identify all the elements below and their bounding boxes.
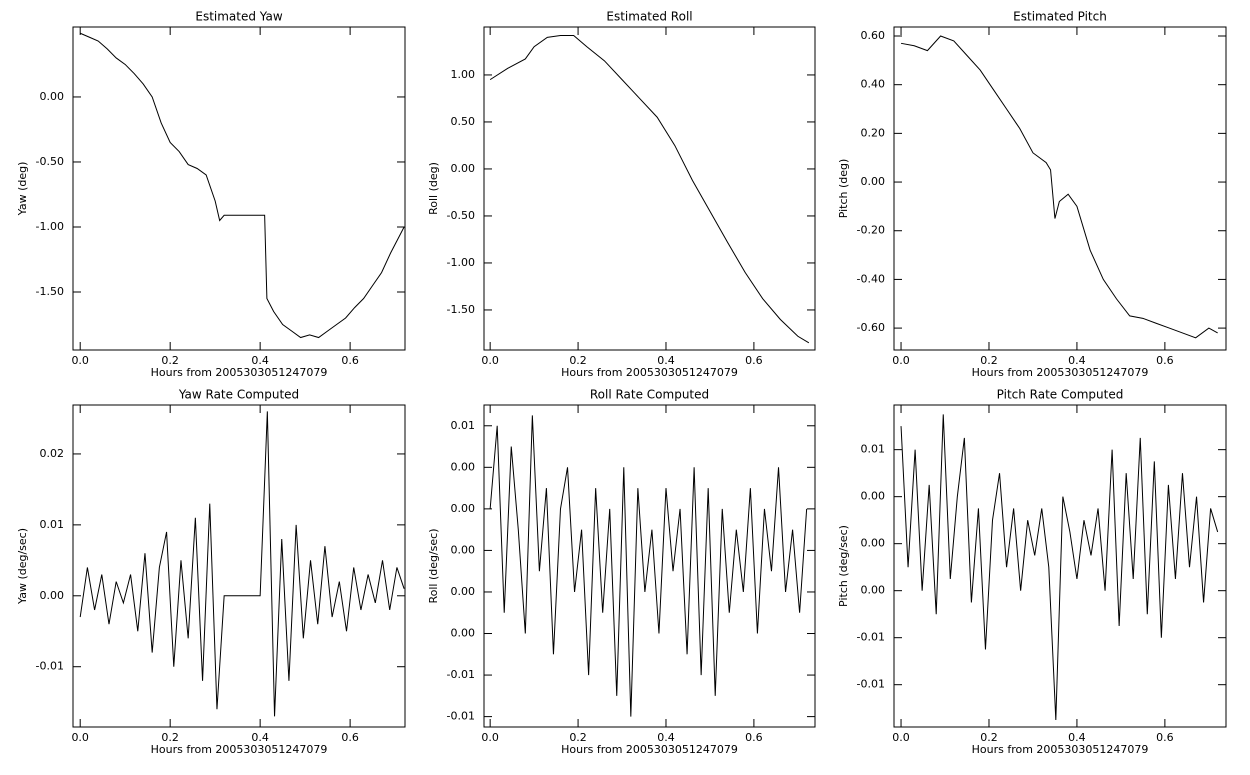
y-axis-label: Yaw (deg) — [16, 162, 29, 217]
plot-frame — [72, 26, 406, 351]
x-tick-label: 0.6 — [1156, 731, 1174, 744]
x-axis-label: Hours from 2005303051247079 — [151, 743, 328, 756]
y-axis-label: Pitch (deg/sec) — [837, 525, 850, 607]
x-tick-label: 0.6 — [341, 354, 359, 367]
y-tick-label: 0.00 — [451, 162, 476, 175]
y-tick-label: 0.00 — [40, 90, 65, 103]
y-axis-label: Pitch (deg) — [837, 159, 850, 219]
data-line — [489, 34, 810, 344]
plot-frame — [72, 404, 406, 728]
x-tick-label: 0.2 — [980, 731, 998, 744]
y-tick-label: 0.02 — [40, 447, 65, 460]
y-axis-label: Yaw (deg/sec) — [16, 528, 29, 605]
y-tick-label: 0.20 — [861, 126, 886, 139]
panel: Roll Rate Computed Hours from 20053030512… — [427, 388, 816, 756]
y-tick-label: 0.00 — [861, 584, 886, 597]
x-axis-label: Hours from 2005303051247079 — [972, 743, 1149, 756]
x-tick-label: 0.2 — [980, 354, 998, 367]
y-tick-label: 0.50 — [451, 115, 476, 128]
y-tick-label: 0.00 — [451, 502, 476, 515]
y-tick-label: 1.00 — [451, 68, 476, 81]
y-tick-label: 0.00 — [451, 585, 476, 598]
panel: Estimated Pitch Hours from 20053030512470… — [837, 10, 1227, 379]
x-tick-label: 0.2 — [569, 354, 587, 367]
x-axis-label: Hours from 2005303051247079 — [151, 366, 328, 379]
plot-frame — [893, 26, 1227, 351]
plot-frame — [483, 404, 816, 728]
y-tick-label: -0.50 — [36, 155, 64, 168]
plot-frame — [483, 26, 816, 351]
x-tick-label: 0.6 — [1156, 354, 1174, 367]
y-tick-label: 0.00 — [451, 543, 476, 556]
x-tick-label: 0.0 — [892, 354, 910, 367]
y-tick-label: -0.20 — [857, 224, 885, 237]
y-tick-label: -0.01 — [857, 678, 885, 691]
y-tick-label: 0.01 — [40, 518, 65, 531]
panel-title: Pitch Rate Computed — [997, 388, 1124, 402]
y-tick-label: 0.00 — [40, 589, 65, 602]
x-tick-label: 0.4 — [1068, 354, 1086, 367]
y-tick-label: -0.50 — [447, 209, 475, 222]
x-tick-label: 0.4 — [1068, 731, 1086, 744]
y-axis-label: Roll (deg/sec) — [427, 528, 440, 603]
data-line — [79, 411, 405, 717]
x-axis-label: Hours from 2005303051247079 — [972, 366, 1149, 379]
plot-frame — [893, 404, 1227, 728]
y-tick-label: -1.50 — [447, 303, 475, 316]
x-tick-label: 0.2 — [161, 731, 179, 744]
x-axis-label: Hours from 2005303051247079 — [561, 366, 738, 379]
y-tick-label: 0.01 — [861, 443, 886, 456]
y-tick-label: 0.00 — [451, 460, 476, 473]
panel-title: Estimated Pitch — [1013, 10, 1107, 24]
x-tick-label: 0.6 — [341, 731, 359, 744]
x-tick-label: 0.0 — [71, 731, 89, 744]
y-tick-label: 0.00 — [861, 175, 886, 188]
y-tick-label: -0.01 — [447, 710, 475, 723]
y-tick-label: 0.00 — [861, 537, 886, 550]
x-tick-label: 0.2 — [569, 731, 587, 744]
data-line — [900, 414, 1219, 720]
y-tick-label: -1.00 — [447, 256, 475, 269]
panel: Yaw Rate Computed Hours from 200530305124… — [16, 388, 406, 756]
data-line — [80, 32, 405, 339]
y-tick-label: -0.01 — [36, 660, 64, 673]
x-tick-label: 0.2 — [161, 354, 179, 367]
x-tick-label: 0.4 — [657, 354, 675, 367]
x-tick-label: 0.4 — [251, 354, 269, 367]
y-tick-label: -0.40 — [857, 272, 885, 285]
panel: Estimated Roll Hours from 200530305124707… — [427, 10, 816, 379]
y-tick-label: -0.01 — [447, 668, 475, 681]
panel-title: Roll Rate Computed — [590, 388, 709, 402]
x-tick-label: 0.0 — [481, 354, 499, 367]
x-tick-label: 0.0 — [892, 731, 910, 744]
panel: Pitch Rate Computed Hours from 2005303051… — [837, 388, 1227, 756]
y-tick-label: -1.00 — [36, 220, 64, 233]
y-axis-label: Roll (deg) — [427, 162, 440, 215]
y-tick-label: -0.01 — [857, 631, 885, 644]
panel-title: Yaw Rate Computed — [178, 388, 299, 402]
panel: Estimated Yaw Hours from 2005303051247079… — [16, 10, 406, 379]
panel-title: Estimated Roll — [606, 10, 692, 24]
x-tick-label: 0.6 — [745, 731, 763, 744]
x-tick-label: 0.6 — [745, 354, 763, 367]
x-tick-label: 0.0 — [71, 354, 89, 367]
x-tick-label: 0.4 — [657, 731, 675, 744]
y-tick-label: -0.60 — [857, 321, 885, 334]
y-tick-label: 0.00 — [451, 627, 476, 640]
y-tick-label: 0.60 — [861, 29, 886, 42]
data-line — [489, 415, 808, 717]
x-tick-label: 0.0 — [481, 731, 499, 744]
y-tick-label: 0.40 — [861, 78, 886, 91]
panel-title: Estimated Yaw — [195, 10, 282, 24]
x-tick-label: 0.4 — [251, 731, 269, 744]
x-axis-label: Hours from 2005303051247079 — [561, 743, 738, 756]
y-tick-label: 0.00 — [861, 490, 886, 503]
y-tick-label: -1.50 — [36, 285, 64, 298]
y-tick-label: 0.01 — [451, 419, 476, 432]
data-line — [900, 35, 1218, 339]
